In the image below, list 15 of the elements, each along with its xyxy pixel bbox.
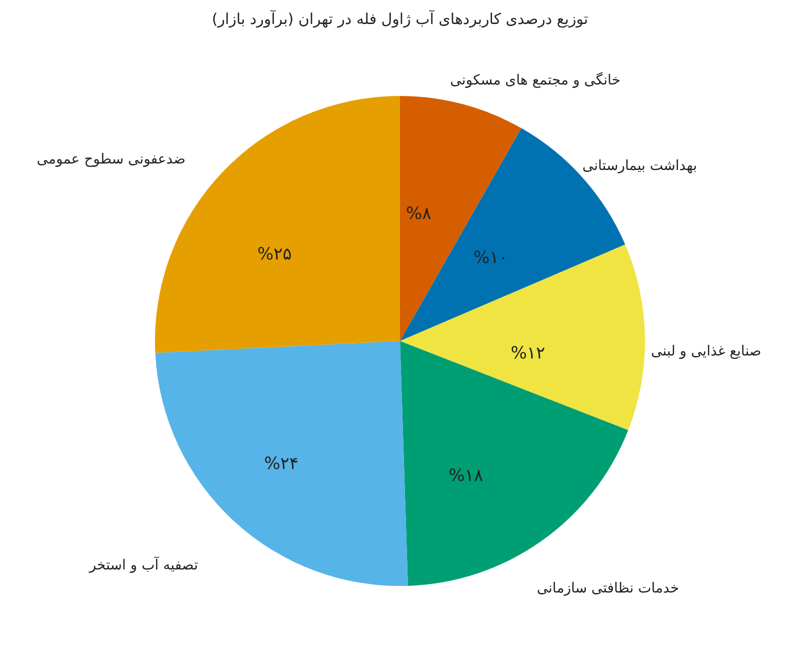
data-label: %۲۴: [264, 454, 299, 474]
chart-title: توزیع درصدی کاربردهای آب ژاول فله در تهران (برآورد بازار): [212, 9, 588, 28]
slice-label: خدمات نظافتی سازمانی: [536, 580, 680, 597]
slice-label: ضدعفونی سطوح عمومی: [36, 151, 186, 168]
slice-label: بهداشت بیمارستانی: [582, 158, 697, 174]
data-label: %۱۸: [448, 466, 484, 486]
slice-label: صنایع غذایی و لبنی: [650, 343, 762, 360]
pie-slice: [400, 244, 645, 430]
data-label: %۸: [406, 204, 432, 224]
slice-label: تصفیه آب و استخر: [88, 556, 198, 574]
pie-slice: [400, 96, 522, 341]
data-label: %۲۵: [257, 244, 292, 265]
data-label: %۱۲: [510, 344, 546, 364]
slice-label: خانگی و مجتمع های مسکونی: [450, 72, 620, 89]
data-label: %۱۰: [473, 248, 508, 268]
